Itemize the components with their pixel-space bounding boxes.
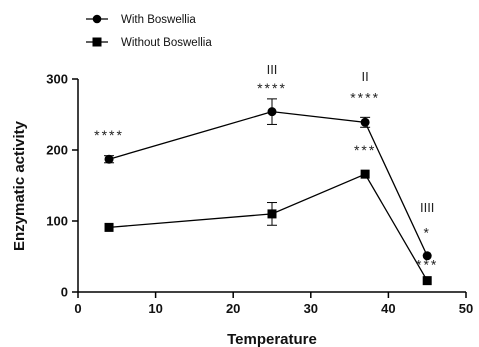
x-tick-label: 40	[381, 301, 395, 316]
data-point-circle	[267, 107, 277, 117]
legend: With Boswellia Without Boswellia	[86, 14, 212, 49]
y-tick-label: 300	[46, 72, 68, 87]
data-point-square	[267, 209, 277, 219]
significance-stars: ***	[416, 256, 438, 272]
data-point-square	[104, 222, 114, 232]
y-ticks: 0 100 200 300	[46, 72, 78, 300]
axes: 0 10 20 30 40 50 0 100 200 300	[46, 72, 473, 317]
annotation-layer: ****III****II*******IIII****	[94, 62, 438, 272]
series-line-with-boswellia	[108, 110, 428, 257]
legend-label-without-boswellia: Without Boswellia	[121, 37, 212, 49]
x-tick-label: 30	[304, 301, 318, 316]
significance-stars: *	[423, 224, 430, 240]
data-point-square	[422, 276, 432, 286]
significance-stars: ***	[354, 142, 376, 158]
series-line-without-boswellia	[108, 173, 428, 281]
legend-label-with-boswellia: With Boswellia	[121, 14, 196, 26]
significance-stars: ****	[257, 80, 287, 96]
x-tick-label: 10	[148, 301, 162, 316]
x-tick-label: 0	[74, 301, 81, 316]
x-tick-label: 20	[226, 301, 240, 316]
data-point-circle	[422, 251, 432, 261]
data-point-square	[360, 169, 370, 179]
series-layer	[104, 98, 432, 286]
y-axis-title: Enzymatic activity	[11, 120, 28, 251]
significance-stars: ****	[94, 127, 124, 143]
significance-group-label: III	[267, 62, 278, 77]
significance-group-label: II	[362, 69, 369, 84]
x-axis-title: Temperature	[227, 331, 317, 347]
legend-item-without-boswellia: Without Boswellia	[86, 37, 212, 49]
x-tick-label: 50	[459, 301, 473, 316]
legend-item-with-boswellia: With Boswellia	[86, 14, 196, 26]
data-point-circle	[104, 154, 114, 164]
y-tick-label: 0	[61, 285, 68, 300]
legend-marker-square	[92, 37, 102, 47]
legend-marker-circle	[92, 14, 102, 24]
x-ticks: 0 10 20 30 40 50	[74, 292, 473, 316]
data-point-circle	[360, 117, 370, 127]
significance-group-label: IIII	[420, 200, 434, 215]
y-tick-label: 200	[46, 143, 68, 158]
significance-stars: ****	[350, 89, 380, 105]
y-tick-label: 100	[46, 214, 68, 229]
